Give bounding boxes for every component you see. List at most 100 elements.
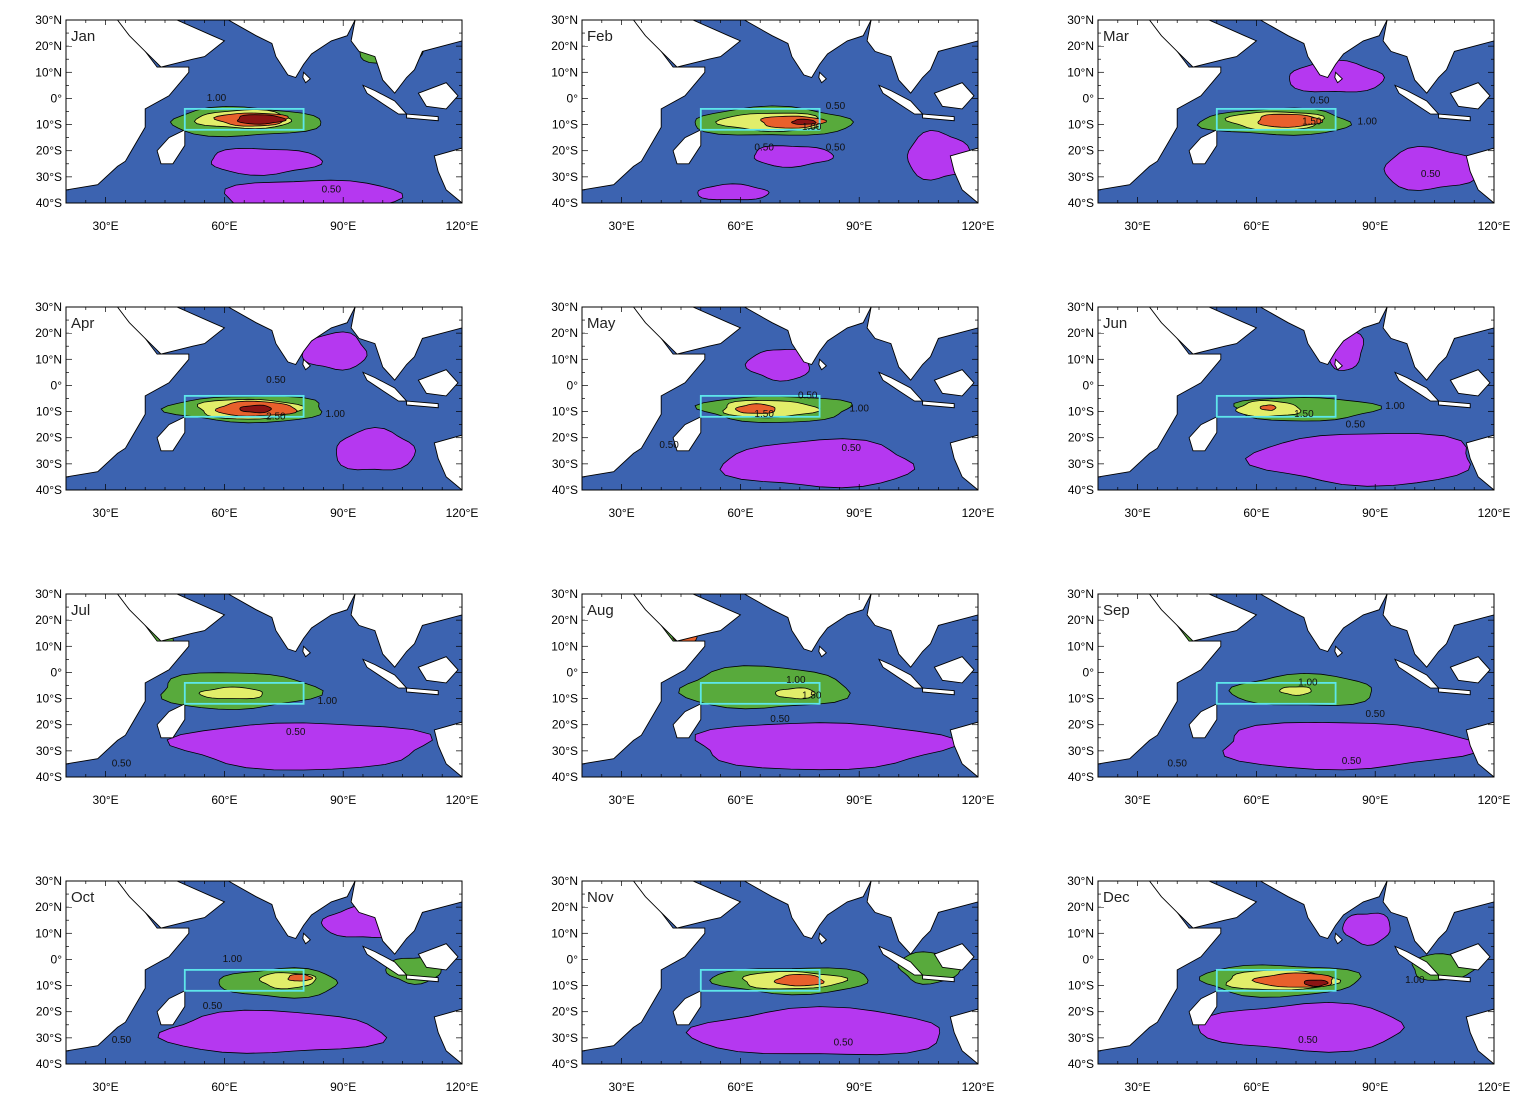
map-panel-mar: 30°E 60°E 90°E 120°E 30°N 20°N 10°N 0° 10°S 20°S 3… (1044, 2, 1524, 252)
land-mass (922, 974, 955, 983)
low-zone (753, 145, 835, 168)
land-mass (1465, 1008, 1494, 1064)
study-box (183, 394, 305, 418)
lon-tick-label: 60°E (211, 506, 237, 520)
lat-tick-label: 0° (567, 952, 579, 966)
contour-label: 0.50 (1310, 96, 1330, 107)
lat-tick-label: 30°S (1068, 170, 1094, 184)
land-mass (1449, 369, 1491, 397)
contour-label: 0.50 (1298, 1035, 1318, 1046)
land-mass (1449, 82, 1491, 110)
contour-label: 1.50 (802, 691, 822, 702)
month-label: Feb (587, 28, 613, 45)
land-mass (1394, 371, 1440, 402)
lon-tick-label: 30°E (1125, 1080, 1151, 1094)
land-mass (417, 82, 459, 110)
map-panel-feb: 30°E 60°E 90°E 120°E 30°N 20°N 10°N 0° 10°S 20°S 3… (528, 2, 1008, 252)
lat-tick-label: 10°N (551, 926, 578, 940)
contour-label: 0.50 (659, 440, 679, 451)
map-panel-sep: 30°E 60°E 90°E 120°E 30°N 20°N 10°N 0° 10°S 20°S 3… (1044, 576, 1524, 826)
lat-tick-label: 10°S (1068, 118, 1094, 132)
lat-tick-label: 10°N (551, 65, 578, 79)
lon-tick-label: 30°E (93, 1080, 119, 1094)
land-mass (406, 974, 439, 983)
lon-tick-label: 90°E (330, 219, 356, 233)
lat-tick-label: 40°S (552, 196, 578, 210)
contour-label: 1.00 (1358, 117, 1378, 128)
land-mass (1394, 945, 1440, 976)
land-mass (1394, 84, 1440, 115)
land-mass (227, 20, 356, 79)
contour-label: 0.50 (1342, 756, 1362, 767)
lon-tick-label: 120°E (446, 793, 479, 807)
month-label: Apr (71, 315, 94, 332)
land-mass (866, 307, 978, 381)
lat-tick-label: 20°S (36, 1005, 62, 1019)
lat-tick-label: 10°S (36, 692, 62, 706)
land-mass (743, 20, 872, 79)
lat-tick-label: 0° (567, 378, 579, 392)
lon-tick-label: 120°E (446, 219, 479, 233)
lon-tick-label: 60°E (211, 1080, 237, 1094)
land-mass (866, 594, 978, 668)
month-label: Jan (71, 28, 95, 45)
map-svg: 30°E 60°E 90°E 120°E 30°N 20°N 10°N 0° 10°S 20°S 3… (35, 587, 479, 807)
lat-tick-label: 20°N (1067, 39, 1094, 53)
contour-label: 0.50 (112, 759, 132, 770)
lon-tick-label: 90°E (846, 1080, 872, 1094)
lon-tick-label: 60°E (727, 219, 753, 233)
contour-label: 1.00 (786, 675, 806, 686)
land-mass (1465, 147, 1494, 203)
lat-tick-label: 40°S (1068, 1057, 1094, 1071)
lat-tick-label: 20°S (1068, 718, 1094, 732)
lat-tick-label: 30°N (35, 300, 62, 314)
land-mass (949, 147, 978, 203)
map-panel-jan: 30°E 60°E 90°E 120°E 30°N 20°N 10°N 0° 10°S 20°S 3… (12, 2, 492, 252)
land-mass (433, 721, 462, 777)
land-mass (350, 881, 462, 955)
contour-label: 0.50 (826, 101, 846, 112)
map-svg: 30°E 60°E 90°E 120°E 30°N 20°N 10°N 0° 10°S 20°S 3… (35, 874, 478, 1094)
lon-tick-label: 120°E (962, 506, 995, 520)
lon-tick-label: 30°E (609, 1080, 635, 1094)
land-mass (878, 945, 924, 976)
land-mass (922, 400, 955, 409)
lat-tick-label: 40°S (1068, 770, 1094, 784)
land-mass (922, 687, 955, 696)
map-svg: 30°E 60°E 90°E 120°E 30°N 20°N 10°N 0° 10°S 20°S 3… (1067, 874, 1510, 1094)
contour-label: 1.00 (318, 696, 338, 707)
land-mass (818, 645, 827, 658)
land-mass (350, 594, 462, 668)
land-mass (632, 881, 742, 929)
lon-tick-label: 90°E (846, 793, 872, 807)
lon-tick-label: 60°E (1243, 219, 1269, 233)
lat-tick-label: 30°N (551, 300, 578, 314)
zone-2-50 (236, 114, 287, 125)
land-mass (632, 20, 742, 68)
lon-tick-label: 90°E (846, 506, 872, 520)
lat-tick-label: 0° (51, 91, 63, 105)
contour-label: 1.50 (1302, 117, 1322, 128)
zone-2-00 (1259, 404, 1277, 411)
lat-tick-label: 0° (51, 952, 63, 966)
map-panel-oct: 30°E 60°E 90°E 120°E 30°N 20°N 10°N 0° 10°S 20°S 3… (12, 863, 492, 1113)
map-panel-nov: 30°E 60°E 90°E 120°E 30°N 20°N 10°N 0° 10°S 20°S 3… (528, 863, 1008, 1113)
land-mass (417, 943, 459, 971)
lat-tick-label: 10°S (552, 979, 578, 993)
lat-tick-label: 20°N (1067, 326, 1094, 340)
contour-label: 0.50 (322, 185, 342, 196)
lon-tick-label: 60°E (211, 793, 237, 807)
lat-tick-label: 30°S (36, 457, 62, 471)
zone-2-50 (1303, 979, 1329, 987)
land-mass (1382, 307, 1494, 381)
land-mass (1334, 71, 1343, 84)
lat-tick-label: 40°S (552, 483, 578, 497)
low-zone (1383, 145, 1480, 191)
month-label: Nov (587, 889, 614, 906)
land-mass (1465, 721, 1494, 777)
zone-2-50 (239, 404, 272, 414)
land-mass (1334, 932, 1343, 945)
contour-label: 0.50 (834, 1038, 854, 1049)
land-mass (433, 1008, 462, 1064)
